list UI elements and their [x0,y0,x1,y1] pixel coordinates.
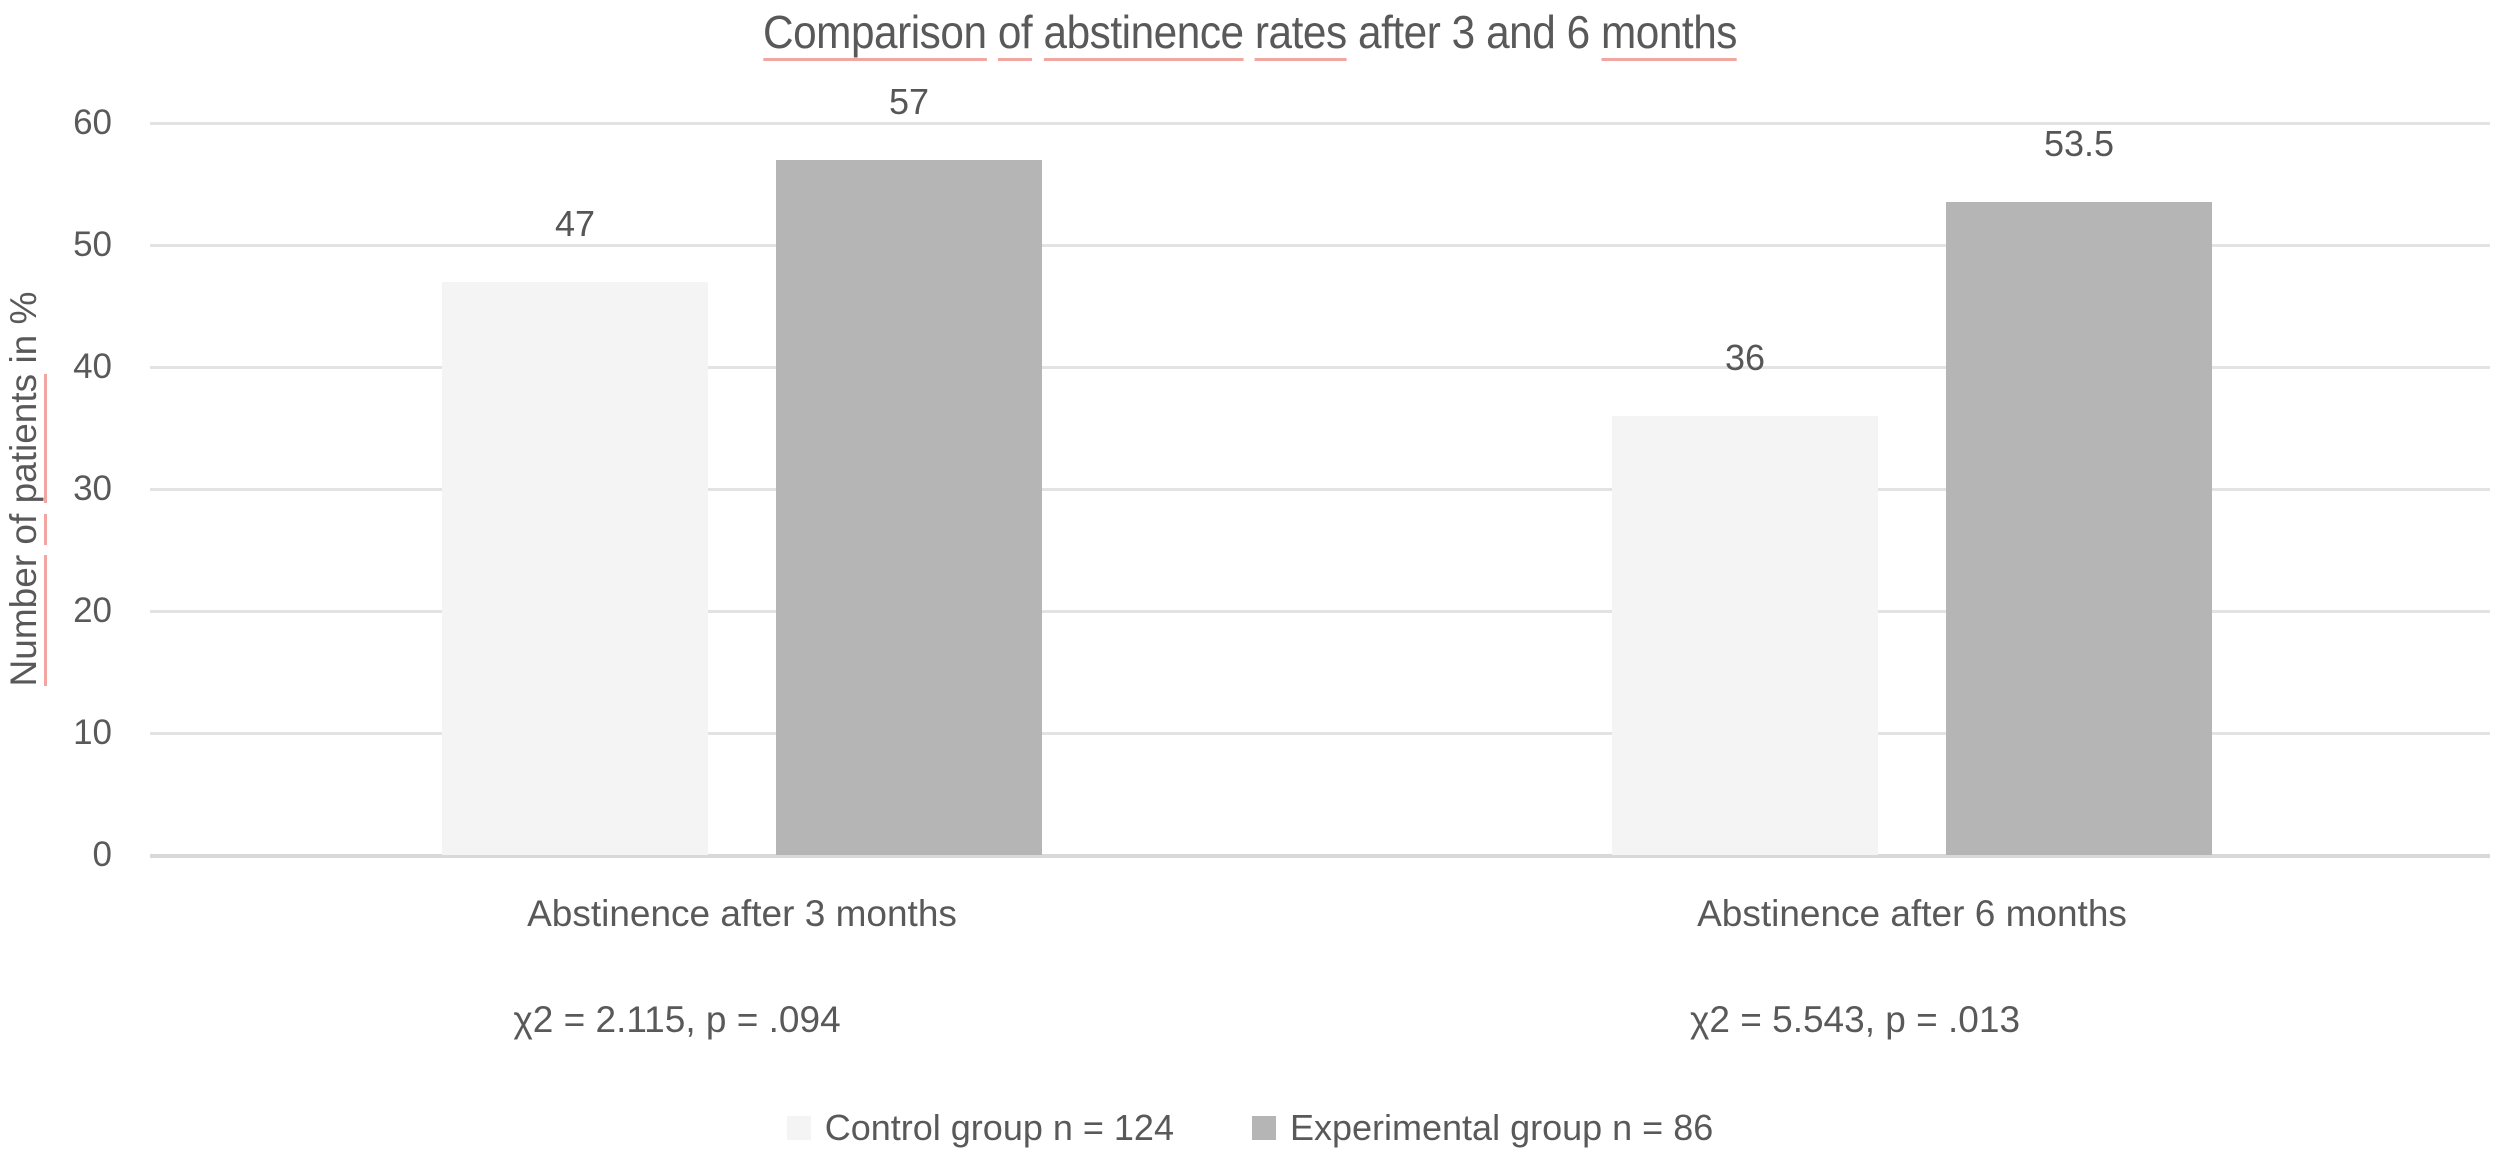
bar-experimental-2 [1946,202,2212,855]
chi-square-annotation: χ2 = 2.115, p = .094 [513,999,841,1040]
legend-item-experimental: Experimental group n = 86 [1251,1106,1714,1150]
legend-label: Control group n = 124 [824,1107,1174,1148]
y-tick-30: 30 [73,469,112,508]
gridline-0 [150,854,2490,858]
title-word: after [1357,6,1441,58]
title-word: and [1486,6,1556,58]
data-label: 57 [888,80,930,122]
title-word: Comparison [762,6,987,61]
y-tick-20: 20 [73,591,112,630]
y-tick-50: 50 [73,225,112,264]
title-word: 3 [1451,6,1476,58]
legend-label: Experimental group n = 86 [1289,1107,1714,1148]
y-tick-40: 40 [73,347,112,386]
category-label: Abstinence after 6 months [1697,893,2127,934]
y-title-word: of [3,513,47,545]
bar-control-1 [442,281,708,855]
chi-square-annotation: χ2 = 5.543, p = .013 [1689,999,2021,1040]
data-label: 36 [1724,336,1766,378]
y-tick-60: 60 [73,103,112,142]
data-label: 53.5 [2043,123,2115,165]
y-tick-10: 10 [73,713,112,752]
gridline-60 [150,122,2490,125]
title-word: months [1600,6,1737,61]
gridline-50 [150,244,2490,247]
bar-experimental-1 [776,159,1042,855]
chart-title: Comparison of abstinence rates after 3 a… [100,4,2400,61]
legend-swatch [1251,1116,1276,1140]
gridline-10 [150,732,2490,735]
gridline-40 [150,366,2490,369]
title-word: 6 [1566,6,1591,58]
bar-control-2 [1612,415,1878,855]
legend-swatch [786,1116,811,1140]
legend-item-control: Control group n = 124 [786,1106,1174,1150]
legend: Control group n = 124 Experimental group … [0,1103,2500,1153]
gridline-30 [150,488,2490,491]
title-word: of [997,6,1033,61]
y-title-word: % [3,291,44,325]
y-tick-0: 0 [92,835,112,874]
data-label: 47 [554,202,596,244]
title-word: abstinence [1043,6,1244,61]
title-word: rates [1254,6,1347,61]
category-label: Abstinence after 3 months [527,893,957,934]
gridline-20 [150,610,2490,613]
